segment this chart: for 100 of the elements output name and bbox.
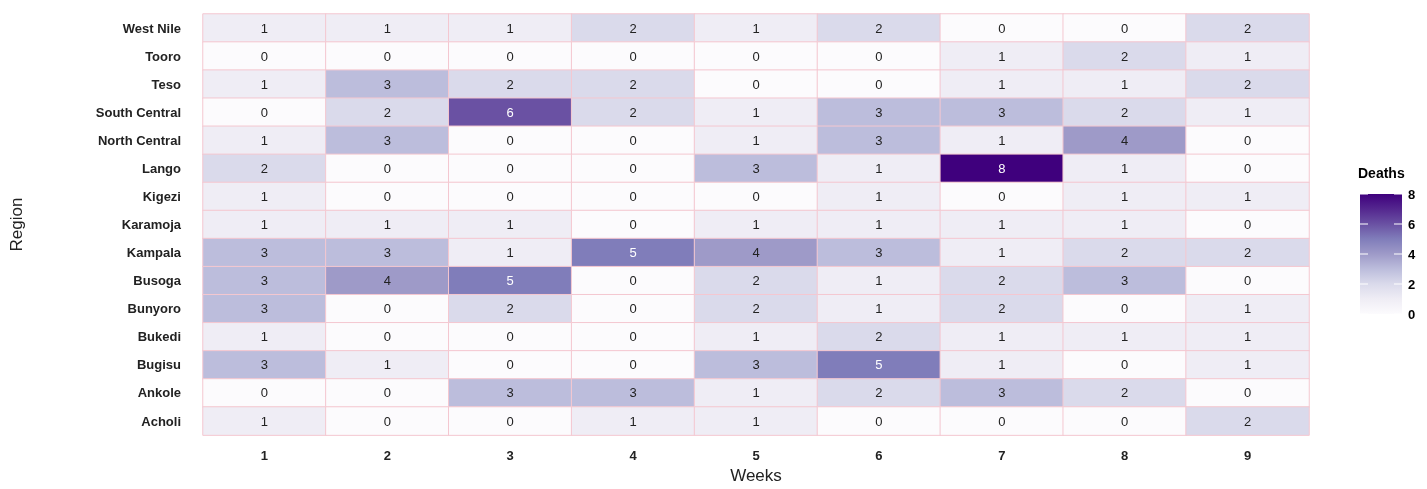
- data-label: 1: [752, 413, 760, 429]
- data-label: 1: [875, 273, 883, 289]
- y-tick-label: Bugisu: [136, 357, 182, 373]
- data-label: 0: [383, 385, 391, 401]
- y-tick-label: Ankole: [137, 385, 181, 401]
- data-label: 2: [998, 301, 1006, 317]
- data-label: 1: [1121, 188, 1129, 204]
- data-label: 3: [875, 132, 883, 148]
- data-label: 0: [1243, 273, 1252, 289]
- data-label: 3: [260, 301, 269, 317]
- y-tick-label: Bukedi: [137, 329, 181, 345]
- data-label: 0: [875, 76, 883, 92]
- data-label: 1: [1243, 48, 1252, 64]
- data-label: 1: [629, 413, 637, 429]
- data-label: 2: [1243, 76, 1252, 92]
- data-label: 0: [998, 188, 1006, 204]
- data-label: 0: [1243, 217, 1252, 233]
- data-label: 1: [506, 217, 514, 233]
- data-label: 3: [875, 104, 883, 120]
- y-tick-label: Acholi: [141, 413, 181, 429]
- data-label: 0: [383, 188, 391, 204]
- data-label: 0: [629, 301, 637, 317]
- x-tick-label: 7: [998, 448, 1006, 464]
- data-label: 0: [752, 76, 760, 92]
- data-label: 1: [1121, 76, 1129, 92]
- data-label: 4: [1121, 132, 1129, 148]
- data-label: 0: [629, 132, 637, 148]
- data-label: 0: [629, 217, 637, 233]
- y-tick-label: South Central: [95, 104, 181, 120]
- data-label: 0: [1121, 413, 1129, 429]
- data-label: 0: [1243, 160, 1252, 176]
- data-label: 1: [1121, 217, 1129, 233]
- y-tick-label: North Central: [97, 132, 181, 148]
- data-label: 0: [1121, 301, 1129, 317]
- color-bar-label: 0: [1408, 307, 1416, 322]
- data-label: 0: [506, 188, 514, 204]
- data-label: 3: [383, 132, 391, 148]
- data-label: 0: [629, 273, 637, 289]
- data-label: 2: [1121, 48, 1129, 64]
- data-label: 0: [1121, 20, 1129, 36]
- data-label: 0: [383, 160, 391, 176]
- data-label: 0: [875, 413, 883, 429]
- data-label: 2: [629, 104, 637, 120]
- data-label: 1: [1243, 301, 1252, 317]
- data-label: 2: [1243, 245, 1252, 261]
- data-label: 0: [506, 357, 514, 373]
- data-label: 1: [1243, 104, 1252, 120]
- data-label: 0: [752, 48, 760, 64]
- data-label: 1: [752, 385, 760, 401]
- data-label: 0: [506, 329, 514, 345]
- x-tick-label: 1: [260, 448, 269, 464]
- data-label: 1: [875, 301, 883, 317]
- data-label: 2: [1121, 245, 1129, 261]
- data-label: 2: [383, 104, 391, 120]
- data-label: 5: [506, 273, 514, 289]
- data-label: 0: [629, 357, 637, 373]
- data-label: 1: [1121, 160, 1129, 176]
- data-label: 1: [260, 188, 269, 204]
- data-label: 0: [629, 188, 637, 204]
- data-label: 1: [383, 357, 391, 373]
- data-label: 3: [752, 160, 760, 176]
- data-label: 1: [383, 217, 391, 233]
- data-label: 0: [506, 48, 514, 64]
- data-label: 5: [875, 357, 883, 373]
- y-tick-label: Bunyoro: [127, 301, 182, 317]
- data-label: 0: [506, 160, 514, 176]
- data-label: 0: [260, 48, 269, 64]
- data-label: 1: [875, 160, 883, 176]
- data-label: 3: [629, 385, 637, 401]
- color-bar-label: 8: [1408, 187, 1416, 202]
- data-label: 1: [260, 413, 269, 429]
- data-label: 0: [383, 413, 391, 429]
- data-label: 0: [998, 20, 1006, 36]
- data-label: 2: [875, 20, 883, 36]
- data-label: 0: [506, 413, 514, 429]
- data-label: 1: [506, 245, 514, 261]
- data-label: 1: [260, 132, 269, 148]
- data-label: 0: [1121, 357, 1129, 373]
- data-label: 0: [1243, 385, 1252, 401]
- data-label: 3: [383, 245, 391, 261]
- data-label: 0: [260, 104, 269, 120]
- data-label: 0: [629, 329, 637, 345]
- data-label: 3: [1121, 273, 1129, 289]
- y-tick-label: Kampala: [126, 245, 182, 261]
- x-axis-title: Weeks: [730, 466, 782, 485]
- data-label: 0: [383, 48, 391, 64]
- data-label: 3: [383, 76, 391, 92]
- data-label: 1: [998, 357, 1006, 373]
- data-label: 1: [752, 132, 760, 148]
- color-bar-label: 2: [1408, 277, 1416, 292]
- data-label: 2: [1243, 413, 1252, 429]
- data-label: 1: [1243, 357, 1252, 373]
- data-label: 1: [383, 20, 391, 36]
- data-label: 2: [629, 76, 637, 92]
- data-label: 1: [260, 76, 269, 92]
- data-label: 1: [1121, 329, 1129, 345]
- data-label: 8: [998, 160, 1006, 176]
- x-tick-label: 9: [1243, 448, 1252, 464]
- data-label: 2: [875, 329, 883, 345]
- data-label: 6: [506, 104, 514, 120]
